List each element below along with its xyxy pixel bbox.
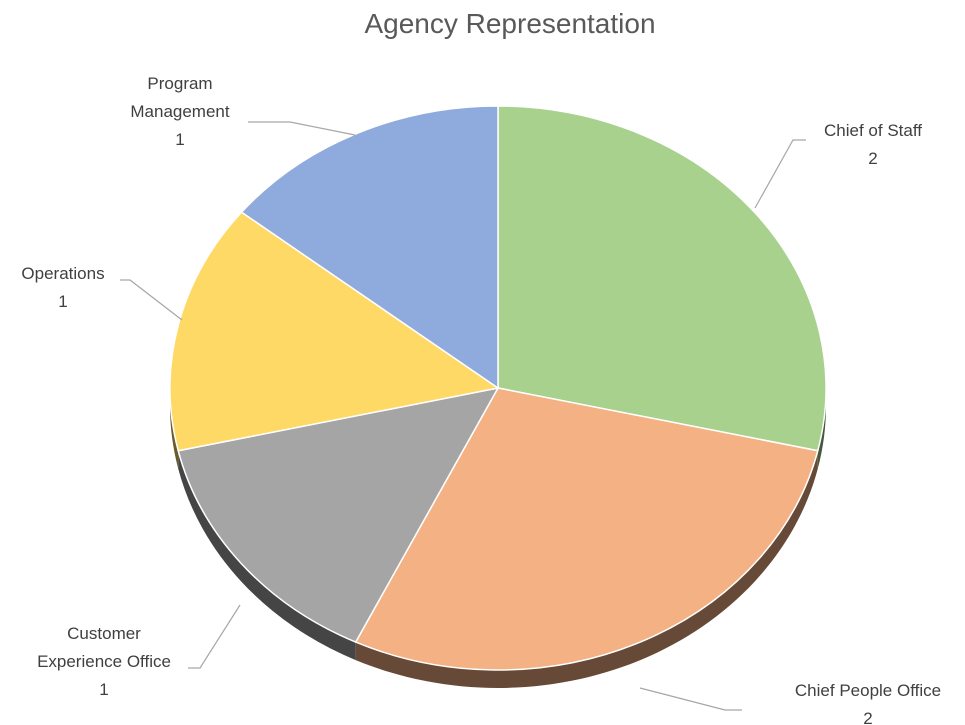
label-name: Operations [21,264,105,283]
label-value: 1 [99,680,109,699]
slice-side [170,388,179,469]
slice-side [178,450,356,661]
leader-line [120,279,183,321]
slice-side [817,388,826,469]
label-name: Program Management [130,74,230,121]
leader-line [188,604,241,669]
slice [240,105,499,390]
slice [354,387,819,671]
leader-line [248,121,356,136]
label-value: 1 [58,292,68,311]
data-label: Customer Experience Office 1 [24,620,184,704]
data-label: Chief of Staff 2 [793,117,953,173]
slice-side [355,450,818,689]
label-name: Chief People Office [794,681,942,700]
slice [497,105,827,452]
chart-title: Agency Representation [364,8,656,39]
label-value: 2 [863,709,873,725]
label-name: Chief of Staff [824,121,922,140]
label-value: 2 [868,149,878,168]
leader-line [639,687,742,711]
data-label: Program Management 1 [125,70,235,154]
leader-lines [120,121,806,711]
leader-line [754,139,806,209]
slice [169,211,500,452]
data-label: Chief People Office 2 [758,677,965,725]
label-value: 1 [175,130,185,149]
label-name: Customer Experience Office [37,624,171,671]
data-label: Operations 1 [3,260,123,316]
slice [177,386,500,644]
